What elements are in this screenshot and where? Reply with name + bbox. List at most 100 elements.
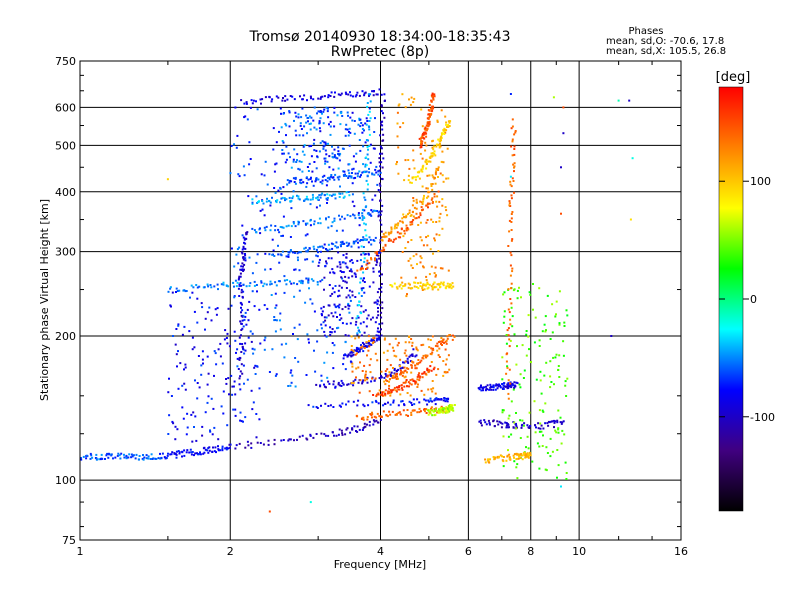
data-point [181, 333, 184, 336]
data-point [564, 461, 567, 464]
data-point [264, 160, 267, 163]
data-point [396, 369, 398, 372]
data-point [426, 403, 429, 406]
data-point [450, 284, 452, 287]
data-point [511, 270, 514, 273]
data-point [170, 395, 173, 397]
data-point [432, 410, 435, 413]
data-point [419, 375, 422, 378]
data-point [434, 409, 437, 412]
data-point [374, 258, 376, 261]
data-point [298, 323, 301, 326]
data-point [351, 351, 354, 354]
data-point [393, 367, 396, 370]
data-point [244, 242, 247, 245]
data-point [371, 316, 374, 319]
data-point [510, 185, 513, 188]
data-point [179, 362, 182, 365]
data-point [396, 344, 399, 347]
data-point [388, 380, 390, 383]
data-point [436, 205, 439, 208]
data-point [370, 257, 372, 260]
data-point [427, 399, 430, 402]
data-point [297, 259, 299, 262]
data-point [402, 122, 405, 125]
data-point [367, 148, 369, 151]
data-point [351, 172, 353, 174]
data-point [541, 445, 544, 447]
data-point [430, 185, 433, 187]
data-point [434, 182, 437, 185]
data-point [334, 245, 337, 248]
data-point [420, 239, 423, 242]
data-point [377, 310, 379, 313]
data-point [509, 264, 512, 267]
data-point [303, 247, 306, 250]
data-point [419, 285, 422, 287]
data-point [292, 177, 295, 180]
data-point [298, 435, 301, 438]
data-point [349, 131, 352, 134]
data-point [289, 280, 291, 283]
data-point [326, 197, 329, 199]
data-point [432, 368, 435, 371]
data-point [442, 399, 445, 402]
data-point [389, 392, 392, 395]
data-point [189, 296, 191, 299]
data-point [501, 356, 504, 359]
data-point [375, 339, 378, 342]
data-point [367, 93, 370, 96]
data-point [362, 236, 365, 239]
data-point [240, 288, 243, 291]
data-point [392, 240, 395, 243]
data-point [251, 198, 254, 201]
data-point [328, 166, 331, 169]
data-point [295, 115, 298, 118]
data-point [310, 97, 312, 100]
data-point [316, 407, 319, 409]
data-point [421, 372, 424, 375]
data-point [368, 110, 371, 113]
data-point [341, 402, 344, 405]
data-point [270, 282, 273, 285]
data-point [437, 341, 440, 343]
data-point [324, 434, 327, 437]
data-point [554, 356, 557, 359]
data-point [323, 174, 326, 177]
data-point [321, 140, 324, 143]
data-point [560, 422, 563, 425]
data-point [239, 320, 242, 323]
data-point [189, 448, 192, 451]
data-point [347, 353, 350, 356]
data-point [301, 107, 304, 110]
data-point [320, 307, 323, 310]
data-point [145, 454, 148, 457]
data-point [352, 242, 355, 245]
data-point [306, 132, 308, 135]
data-point [383, 235, 386, 238]
data-point [420, 140, 423, 142]
data-point [366, 317, 369, 320]
data-point [323, 95, 326, 98]
data-point [437, 176, 439, 178]
data-point [361, 382, 364, 385]
data-point [509, 382, 512, 385]
data-point [207, 447, 210, 450]
data-point [401, 366, 404, 369]
data-point [400, 387, 403, 390]
data-point [213, 450, 216, 453]
data-point [351, 275, 354, 278]
data-point [396, 287, 399, 290]
data-point [244, 259, 247, 262]
data-point [379, 199, 382, 202]
data-point [546, 294, 549, 297]
data-point [401, 93, 404, 96]
data-point [363, 331, 366, 334]
data-point [427, 202, 430, 205]
data-point [247, 195, 250, 198]
data-point [534, 431, 537, 434]
data-point [268, 96, 271, 99]
data-point [336, 327, 339, 330]
data-point [378, 389, 381, 392]
